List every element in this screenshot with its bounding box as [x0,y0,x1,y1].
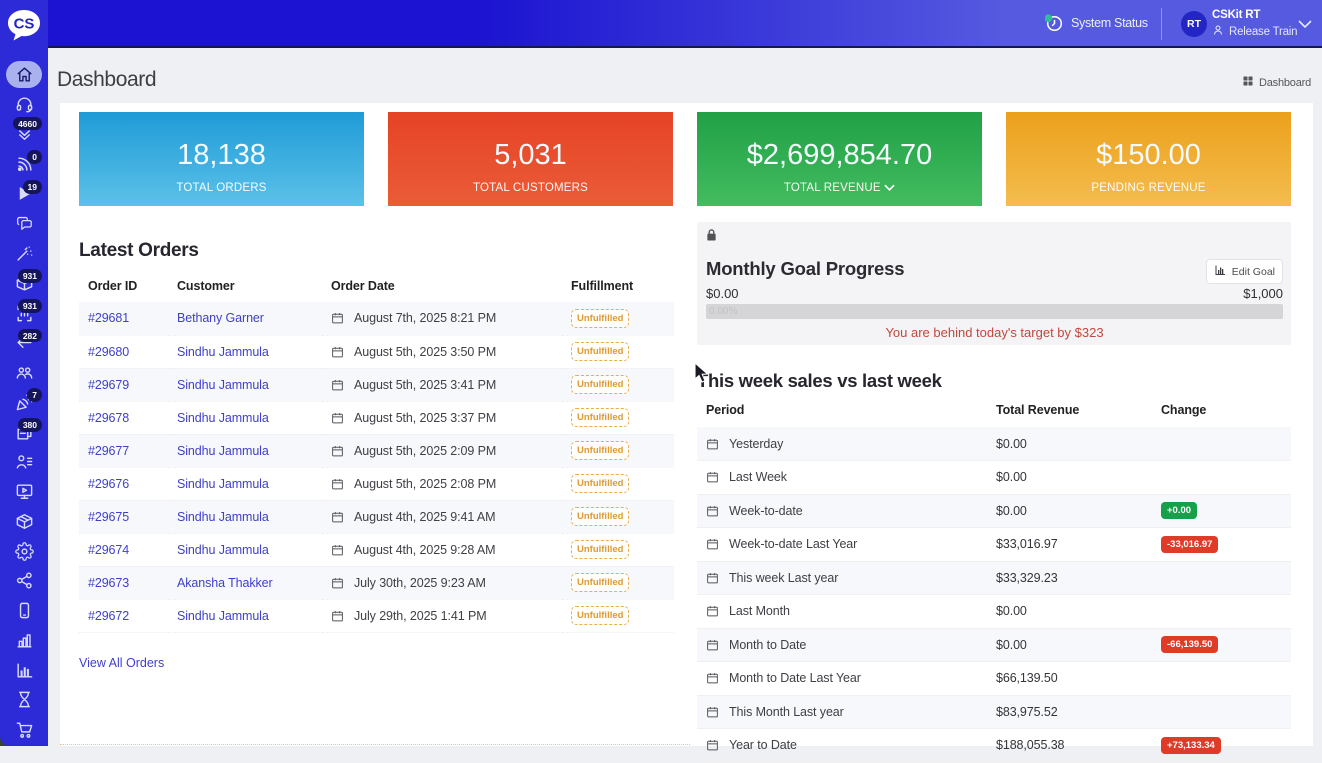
svg-text:CS: CS [14,16,35,33]
